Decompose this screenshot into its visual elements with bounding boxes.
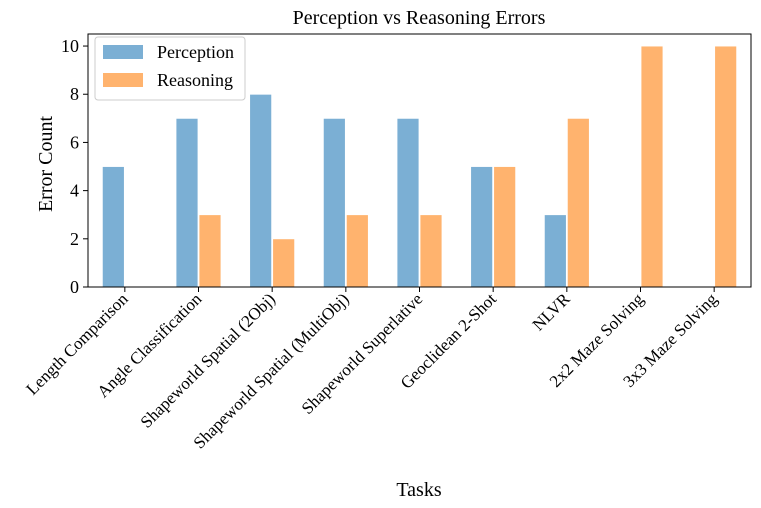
legend: Perception Reasoning — [94, 36, 246, 101]
y-tick-label-0: 0 — [70, 277, 79, 297]
y-axis-label: Error Count — [35, 116, 57, 213]
legend-label-reasoning: Reasoning — [157, 70, 233, 90]
bars-group — [101, 45, 738, 288]
x-tick-label-4: Shapeworld Superlative — [298, 289, 427, 418]
y-tick-label-1: 2 — [70, 229, 79, 249]
bar-perception-1 — [175, 117, 199, 288]
y-tick-label-5: 10 — [61, 36, 79, 56]
x-tick-label-6: NLVR — [529, 289, 575, 335]
bar-reasoning-4 — [419, 214, 443, 288]
y-tick-label-2: 4 — [70, 181, 79, 201]
y-tick-label-3: 6 — [70, 132, 79, 152]
bar-perception-0 — [101, 166, 125, 288]
bar-perception-6 — [543, 214, 567, 288]
y-ticks-group: 0 2 4 6 8 10 — [61, 36, 88, 297]
legend-swatch-reasoning — [103, 73, 143, 87]
x-tick-label-3: Shapeworld Spatial (MultiObj) — [190, 289, 353, 452]
bar-reasoning-2 — [272, 238, 296, 288]
legend-swatch-perception — [103, 45, 143, 59]
bar-reasoning-5 — [493, 166, 517, 288]
bar-reasoning-8 — [714, 45, 738, 288]
bar-reasoning-7 — [640, 45, 664, 288]
bar-reasoning-1 — [198, 214, 222, 288]
bar-perception-2 — [249, 93, 273, 288]
x-tick-label-2: Shapeworld Spatial (2Obj) — [137, 289, 279, 431]
bar-perception-3 — [322, 117, 346, 288]
x-axis-label: Tasks — [396, 479, 441, 501]
y-tick-label-4: 8 — [70, 84, 79, 104]
bar-perception-5 — [470, 166, 494, 288]
bar-reasoning-6 — [566, 117, 590, 288]
legend-label-perception: Perception — [157, 42, 234, 62]
bar-perception-4 — [396, 117, 420, 288]
chart-title: Perception vs Reasoning Errors — [293, 7, 546, 29]
bar-reasoning-3 — [345, 214, 369, 288]
